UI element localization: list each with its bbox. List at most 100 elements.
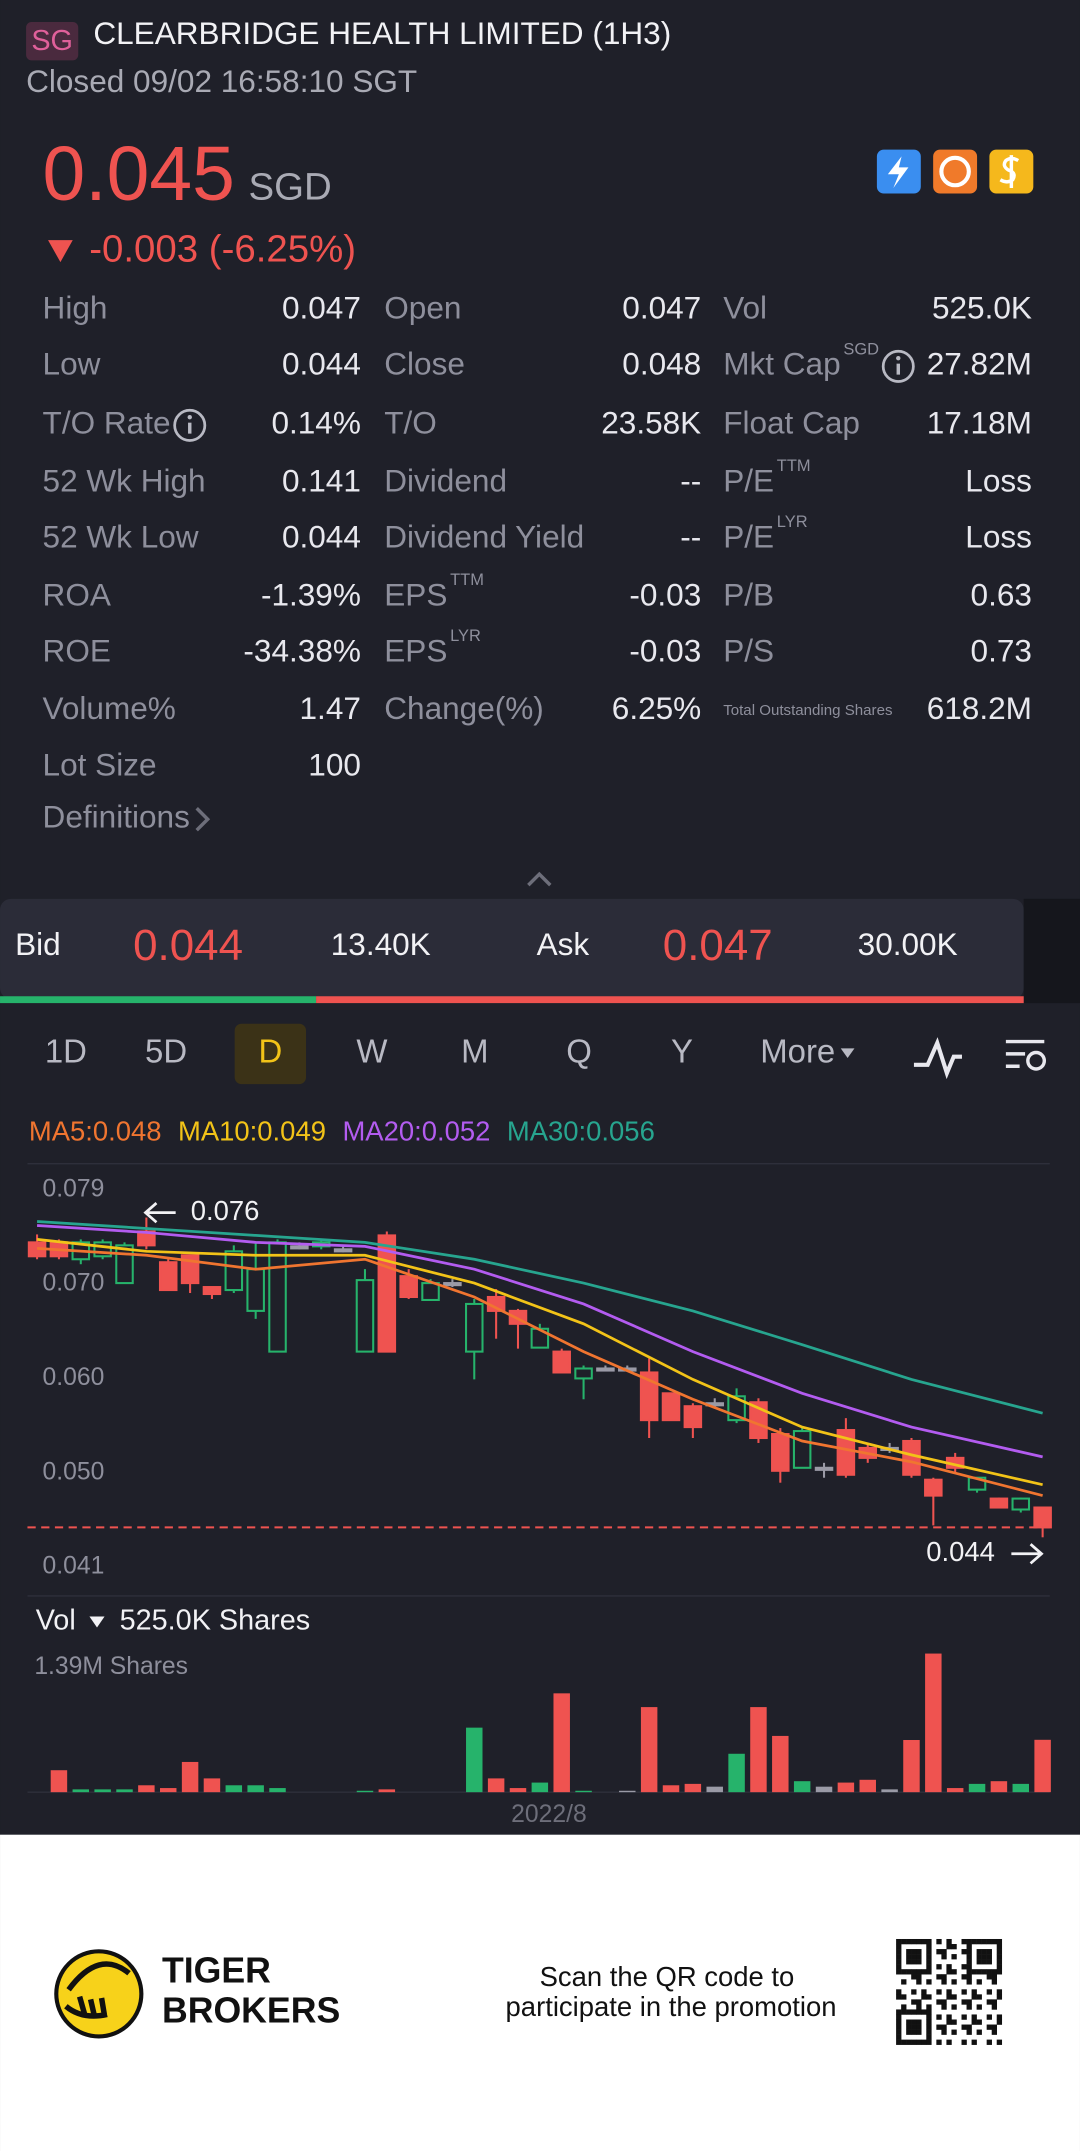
- indicator-icon[interactable]: [913, 1037, 962, 1080]
- high-marker: 0.076: [191, 1195, 260, 1226]
- qr-module: [906, 2039, 912, 2045]
- period-tab[interactable]: W: [356, 1033, 387, 1070]
- qr-module: [966, 1944, 972, 1950]
- qr-module: [991, 1999, 998, 2005]
- collapse-chevron[interactable]: [527, 871, 552, 887]
- qr-module: [896, 1989, 902, 1995]
- y-tick-label: 0.060: [43, 1364, 105, 1391]
- qr-module: [926, 2009, 932, 2015]
- stat-label: ROE: [43, 633, 111, 669]
- qr-module: [966, 2004, 972, 2010]
- qr-module: [966, 1954, 972, 1960]
- stat-value: 525.0K: [932, 289, 1032, 325]
- qr-module: [946, 2039, 952, 2045]
- volume-title[interactable]: Vol: [36, 1605, 76, 1637]
- period-tab[interactable]: 1D: [45, 1033, 87, 1070]
- candle-body: [333, 1248, 353, 1253]
- qr-module: [951, 2019, 957, 2025]
- candle-body: [399, 1275, 418, 1299]
- qr-module: [906, 2009, 912, 2015]
- volume-current: 525.0K Shares: [120, 1605, 311, 1637]
- qr-module: [951, 2004, 957, 2010]
- qr-module: [976, 2004, 982, 2010]
- qr-module: [986, 2024, 992, 2030]
- stat-label: Close: [384, 346, 465, 382]
- qr-module: [986, 1954, 992, 1960]
- qr-module: [966, 1999, 972, 2005]
- volume-bar: [138, 1785, 155, 1793]
- qr-module: [976, 1969, 982, 1975]
- stat-value: 0.047: [622, 289, 701, 325]
- qr-module: [921, 2039, 927, 2045]
- more-tab[interactable]: More: [760, 1033, 835, 1070]
- qr-module: [966, 1938, 972, 1945]
- qr-module: [916, 1959, 922, 1965]
- qr-module: [936, 1999, 942, 2005]
- y-tick-label: 0.041: [43, 1553, 105, 1580]
- order-book-bg: [0, 898, 1024, 999]
- period-tab[interactable]: M: [461, 1033, 488, 1070]
- period-tab[interactable]: 5D: [145, 1033, 187, 1070]
- qr-module: [961, 1964, 967, 1970]
- low-arrow: [1011, 1543, 1044, 1565]
- qr-module: [986, 1959, 992, 1965]
- volume-bar: [1034, 1739, 1051, 1793]
- volume-caret: [89, 1616, 105, 1628]
- candle-body: [421, 1282, 440, 1302]
- qr-module: [971, 2019, 977, 2025]
- volume-bar: [203, 1778, 221, 1793]
- qr-module: [926, 2029, 932, 2035]
- qr-module: [976, 1949, 982, 1955]
- stat-value: 618.2M: [927, 690, 1032, 726]
- period-tab[interactable]: Q: [566, 1033, 592, 1070]
- qr-module: [941, 1949, 947, 1955]
- qr-module: [911, 1954, 917, 1960]
- volume-bar: [772, 1735, 789, 1793]
- qr-module: [936, 1964, 942, 1970]
- stat-value: 100: [308, 746, 361, 782]
- candle-body: [465, 1302, 484, 1353]
- qr-module: [991, 2024, 998, 2030]
- qr-module: [951, 1994, 957, 2000]
- more-caret: [840, 1048, 855, 1059]
- stat-label: Mkt Cap: [723, 346, 840, 382]
- qr-module: [896, 2014, 902, 2020]
- volume-bar: [356, 1790, 374, 1793]
- icon-glyph: [887, 156, 909, 188]
- qr-module: [946, 1964, 952, 1970]
- stat-label-sup: LYR: [450, 627, 481, 645]
- stat-label: EPS: [384, 633, 447, 669]
- candle-body: [683, 1405, 703, 1429]
- qr-module: [951, 1944, 957, 1950]
- info-icon: [881, 349, 915, 383]
- ma-line: [36, 1220, 1043, 1415]
- candle-body: [792, 1430, 812, 1469]
- settings-icon[interactable]: [1005, 1039, 1045, 1068]
- qr-module: [906, 1949, 912, 1955]
- qr-module: [911, 2039, 917, 2045]
- qr-module: [966, 1969, 972, 1975]
- qr-module: [906, 1969, 912, 1975]
- stat-value: -1.39%: [261, 576, 361, 612]
- candle-body: [639, 1371, 659, 1422]
- definitions-link[interactable]: Definitions: [43, 799, 190, 835]
- qr-module: [926, 1969, 932, 1975]
- candle-body: [202, 1286, 222, 1296]
- volume-bar: [728, 1753, 745, 1793]
- candle-body: [902, 1439, 921, 1476]
- stat-label: Volume%: [43, 690, 176, 726]
- volume-bar: [116, 1789, 133, 1793]
- stat-label: Vol: [723, 289, 767, 325]
- qr-module: [996, 1954, 1003, 1960]
- qr-module: [966, 1974, 972, 1980]
- qr-module: [926, 1964, 932, 1970]
- qr-module: [996, 1969, 1003, 1975]
- period-tab[interactable]: Y: [671, 1033, 693, 1070]
- volume-bar: [575, 1790, 592, 1793]
- qr-module: [976, 1994, 982, 2000]
- period-tab[interactable]: D: [258, 1033, 282, 1070]
- volume-axis-label: 1.39M Shares: [34, 1653, 188, 1680]
- qr-module: [946, 2019, 952, 2025]
- volume-bar: [837, 1782, 855, 1793]
- volume-bar: [225, 1785, 243, 1793]
